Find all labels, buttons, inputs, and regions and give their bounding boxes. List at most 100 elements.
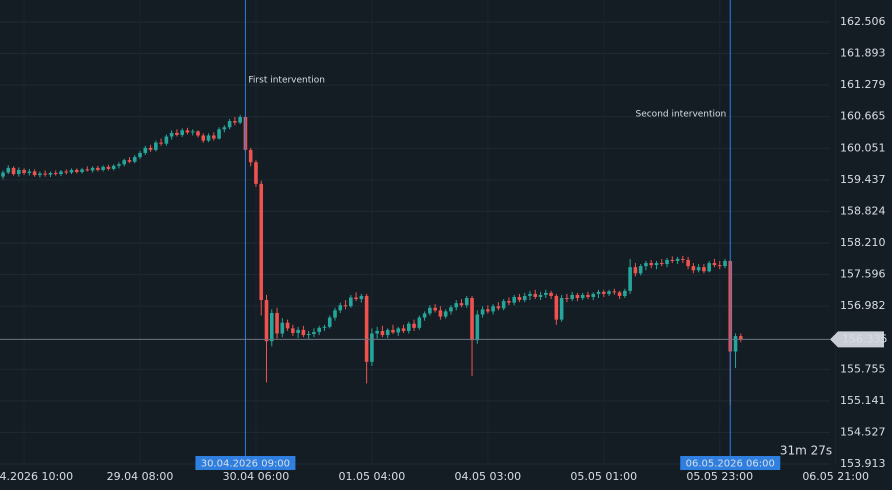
candle-body [570, 294, 574, 300]
y-tick-label: 161.893 [840, 47, 886, 60]
candle-body [544, 292, 548, 295]
event-tag-label: 06.05.2026 06:00 [686, 459, 775, 470]
candle-body [359, 295, 364, 300]
candle-body [665, 259, 669, 265]
event-tag [195, 456, 296, 470]
y-tick-label: 159.437 [840, 173, 886, 186]
candle-body [501, 301, 506, 309]
candle-body [607, 291, 611, 294]
candle-body [628, 267, 632, 291]
candle-body [396, 328, 401, 333]
candle-body [32, 171, 37, 176]
candle-body [206, 135, 211, 141]
candle-body [222, 127, 227, 130]
candle-body [354, 297, 358, 300]
candle-body [96, 167, 100, 170]
candle-body [417, 317, 422, 328]
candle-body [69, 169, 74, 173]
x-tick-label: 06.05 21:00 [802, 470, 869, 483]
candle-body [559, 298, 564, 320]
candle-body [391, 329, 395, 333]
candle-body [612, 291, 617, 293]
candle-body [406, 323, 411, 331]
candle-body [739, 336, 743, 340]
candle-body [412, 323, 416, 328]
candle-body [233, 121, 237, 123]
candle-body [528, 293, 532, 296]
candle-body [280, 322, 285, 334]
candle-body [17, 169, 21, 175]
candle-body [343, 305, 348, 307]
x-tick-label: 28.04.2026 10:00 [0, 470, 73, 483]
candle-body [159, 142, 163, 144]
candle-body [43, 173, 47, 175]
countdown: 31m 27s [780, 444, 832, 458]
candle-body [512, 296, 516, 303]
candle-body [264, 300, 269, 342]
current-price-tag [830, 331, 884, 348]
candle-body [64, 171, 69, 173]
candle-body [591, 293, 596, 297]
candle-body [27, 171, 32, 174]
candle-body [696, 267, 701, 271]
x-tick-label: 30.04 06:00 [223, 470, 290, 483]
candle-body [154, 142, 158, 150]
y-tick-label: 158.824 [840, 204, 886, 217]
candle-body [180, 130, 184, 135]
candle-body [549, 292, 553, 296]
candle-body [1, 172, 5, 177]
event-text: First intervention [248, 76, 325, 86]
candle-body [127, 160, 132, 162]
candle-body [617, 292, 622, 296]
candle-body [375, 330, 379, 334]
event-text: Second intervention [635, 110, 726, 120]
candle-body [428, 307, 432, 314]
candle-body [649, 263, 654, 266]
candle-body [122, 160, 127, 165]
candle-body [190, 131, 195, 133]
x-tick-label: 05.05 23:00 [686, 470, 753, 483]
x-tick-label: 29.04 08:00 [107, 470, 174, 483]
candle-body [106, 166, 111, 169]
candle-body [301, 329, 306, 336]
candle-body [101, 166, 105, 170]
candle-body [327, 317, 332, 327]
candle-body [538, 294, 543, 297]
candle-body [475, 314, 480, 341]
candle-body [285, 322, 290, 329]
y-tick-label: 161.279 [840, 78, 886, 91]
candle-body [449, 307, 453, 312]
y-tick-label: 155.755 [840, 362, 886, 375]
x-tick-label: 04.05 03:00 [454, 470, 521, 483]
y-tick-label: 157.596 [840, 268, 886, 281]
event-tag [680, 456, 781, 470]
candle-body [259, 183, 264, 301]
candle-body [522, 295, 527, 301]
candle-body [117, 164, 121, 166]
candle-body [38, 173, 42, 176]
candle-body [686, 259, 690, 267]
candle-body [164, 136, 169, 144]
candle-body [138, 152, 142, 158]
candle-body [238, 116, 242, 123]
candle-body [80, 169, 84, 173]
candle-body [486, 309, 490, 312]
candle-body [338, 305, 343, 311]
candle-body [227, 121, 232, 128]
y-tick-label: 154.527 [840, 425, 886, 438]
candle-body [443, 311, 448, 317]
candle-body [53, 173, 58, 175]
candle-body [601, 291, 606, 294]
candle-body [691, 266, 696, 271]
candle-body [517, 296, 522, 301]
candle-body [681, 258, 685, 260]
candle-body [717, 265, 722, 267]
candle-body [675, 258, 680, 261]
y-tick-label: 153.913 [840, 457, 886, 470]
candle-body [333, 310, 337, 318]
y-tick-label: 155.141 [840, 394, 886, 407]
candle-body [644, 263, 648, 267]
candle-body [670, 259, 675, 261]
candle-body [212, 135, 216, 139]
